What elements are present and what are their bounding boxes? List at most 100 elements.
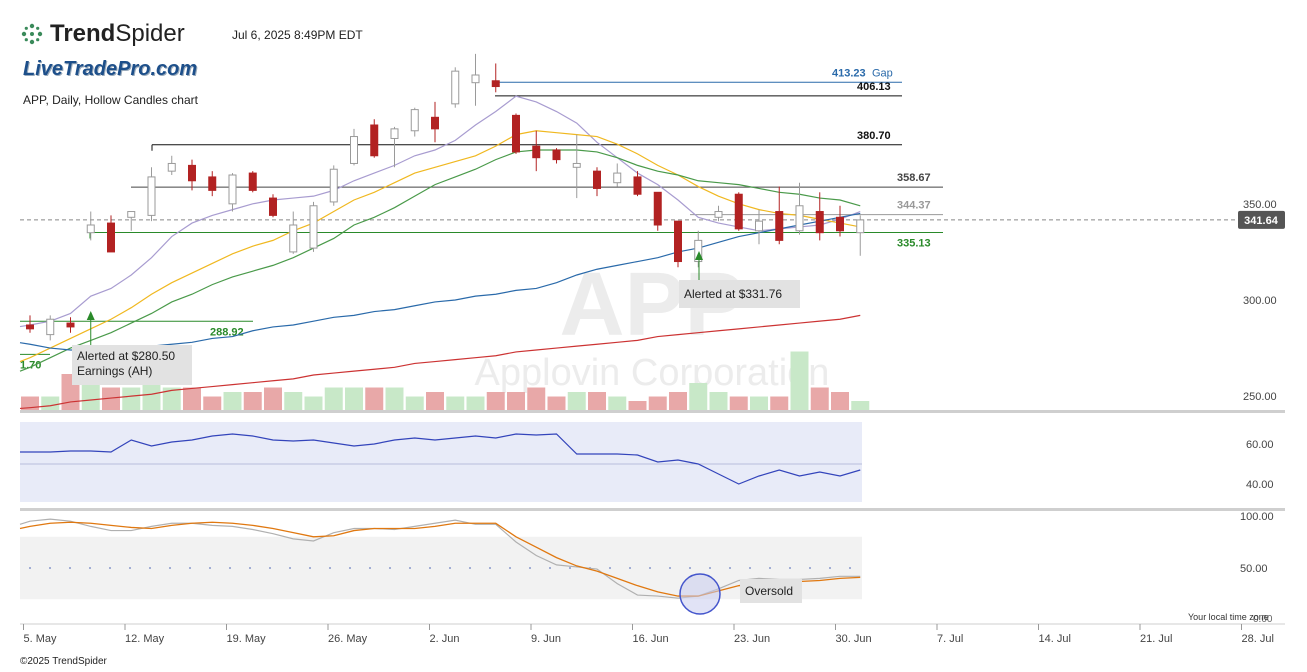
candle	[370, 119, 379, 158]
chart-description: APP, Daily, Hollow Candles chart	[23, 93, 198, 107]
stoch-midline-dot	[89, 567, 91, 569]
trendspider-logo-icon	[21, 23, 43, 45]
x-tick-label: 2. Jun	[430, 633, 460, 645]
stoch-midline-dot	[449, 567, 451, 569]
candle-body	[633, 176, 642, 195]
candle-body	[107, 222, 115, 253]
candle	[552, 148, 561, 164]
candle	[46, 315, 55, 341]
candle-body	[694, 239, 703, 263]
candle	[815, 192, 824, 241]
stoch-midline-dot	[629, 567, 631, 569]
sma-lavender-line	[19, 95, 861, 328]
candle	[734, 192, 743, 231]
candle	[26, 315, 34, 333]
candle	[188, 159, 196, 191]
rsi-panel: 40.00 60.00	[20, 422, 1274, 502]
candle	[107, 215, 115, 253]
alert-text-2: Alerted at $331.76	[684, 287, 782, 301]
volume-bar	[385, 387, 404, 410]
candle-body	[167, 162, 176, 172]
candle-body	[836, 216, 844, 232]
volume-bar	[486, 392, 505, 410]
candle-body	[147, 176, 156, 216]
stoch-midline-dot	[369, 567, 371, 569]
level-suffix: Gap	[872, 67, 893, 79]
stoch-tick-label: 100.00	[1240, 511, 1274, 523]
candle-body	[593, 170, 601, 189]
stoch-midline-dot	[649, 567, 651, 569]
candle	[836, 205, 844, 237]
candle-body	[86, 224, 95, 234]
volume-bar	[264, 387, 282, 410]
stoch-midline-dot	[209, 567, 211, 569]
stoch-midline-dot	[269, 567, 271, 569]
stoch-midline-dot	[609, 567, 611, 569]
volume-bar	[41, 396, 60, 410]
alert-arrow-head	[86, 311, 95, 320]
alert-text-1: Alerted at $280.50	[77, 349, 175, 363]
volume-bar	[243, 392, 262, 410]
volume-bar	[628, 401, 647, 410]
volume-bar	[122, 387, 141, 410]
stoch-midline-dot	[409, 567, 411, 569]
oversold-text: Oversold	[745, 584, 793, 598]
x-tick-label: 7. Jul	[937, 633, 963, 645]
stoch-midline-dot	[229, 567, 231, 569]
candle	[491, 63, 500, 93]
chart-datetime: Jul 6, 2025 8:49PM EDT	[232, 28, 363, 42]
candle	[127, 211, 136, 231]
candle-body	[289, 224, 298, 253]
candle-body	[390, 128, 399, 139]
candle	[674, 220, 682, 268]
volume-bar	[608, 396, 627, 410]
volume-bar	[790, 351, 809, 410]
level-label: 358.67	[897, 172, 931, 184]
panel-separator	[20, 410, 1285, 413]
y-tick-label: 300.00	[1243, 295, 1277, 307]
volume-bar	[567, 392, 586, 410]
brand-name-part2: Spider	[115, 20, 185, 47]
volume-bar	[851, 401, 870, 410]
level-label: 413.23	[832, 67, 866, 79]
trendspider-logo: TrendSpider	[20, 20, 185, 48]
volume-bar	[527, 387, 546, 410]
candle	[795, 182, 804, 235]
volume-bar	[648, 396, 667, 410]
volume-bar	[588, 392, 606, 410]
volume-bar	[810, 387, 829, 410]
candle	[613, 163, 622, 187]
volume-bar	[365, 387, 384, 410]
stoch-midline-dot	[29, 567, 31, 569]
candle	[593, 167, 601, 197]
candle-body	[309, 205, 318, 249]
x-tick-label: 23. Jun	[734, 633, 770, 645]
candle-body	[775, 211, 784, 241]
volume-bar	[304, 396, 323, 410]
candle	[147, 167, 156, 222]
candle	[775, 186, 784, 245]
stoch-midline-dot	[149, 567, 151, 569]
candle-body	[532, 145, 541, 159]
stoch-midline-dot	[709, 567, 711, 569]
candle	[329, 165, 338, 206]
stoch-midline-dot	[809, 567, 811, 569]
stoch-midline-dot	[689, 567, 691, 569]
level-label: 406.13	[857, 81, 891, 93]
level-label: 1.70	[20, 359, 41, 371]
candle-body	[350, 136, 358, 164]
candle-body	[66, 322, 75, 328]
candle	[633, 171, 642, 197]
brand-name: TrendSpider	[50, 20, 185, 48]
stoch-midline-dot	[429, 567, 431, 569]
stoch-midline-dot	[129, 567, 131, 569]
x-tick-label: 26. May	[328, 633, 368, 645]
candle-body	[451, 70, 460, 105]
stoch-midline-dot	[69, 567, 71, 569]
volume-bar	[689, 383, 708, 410]
volume-bar	[284, 392, 303, 410]
candle-body	[188, 164, 196, 182]
candle	[572, 134, 581, 199]
candle-body	[755, 220, 763, 232]
